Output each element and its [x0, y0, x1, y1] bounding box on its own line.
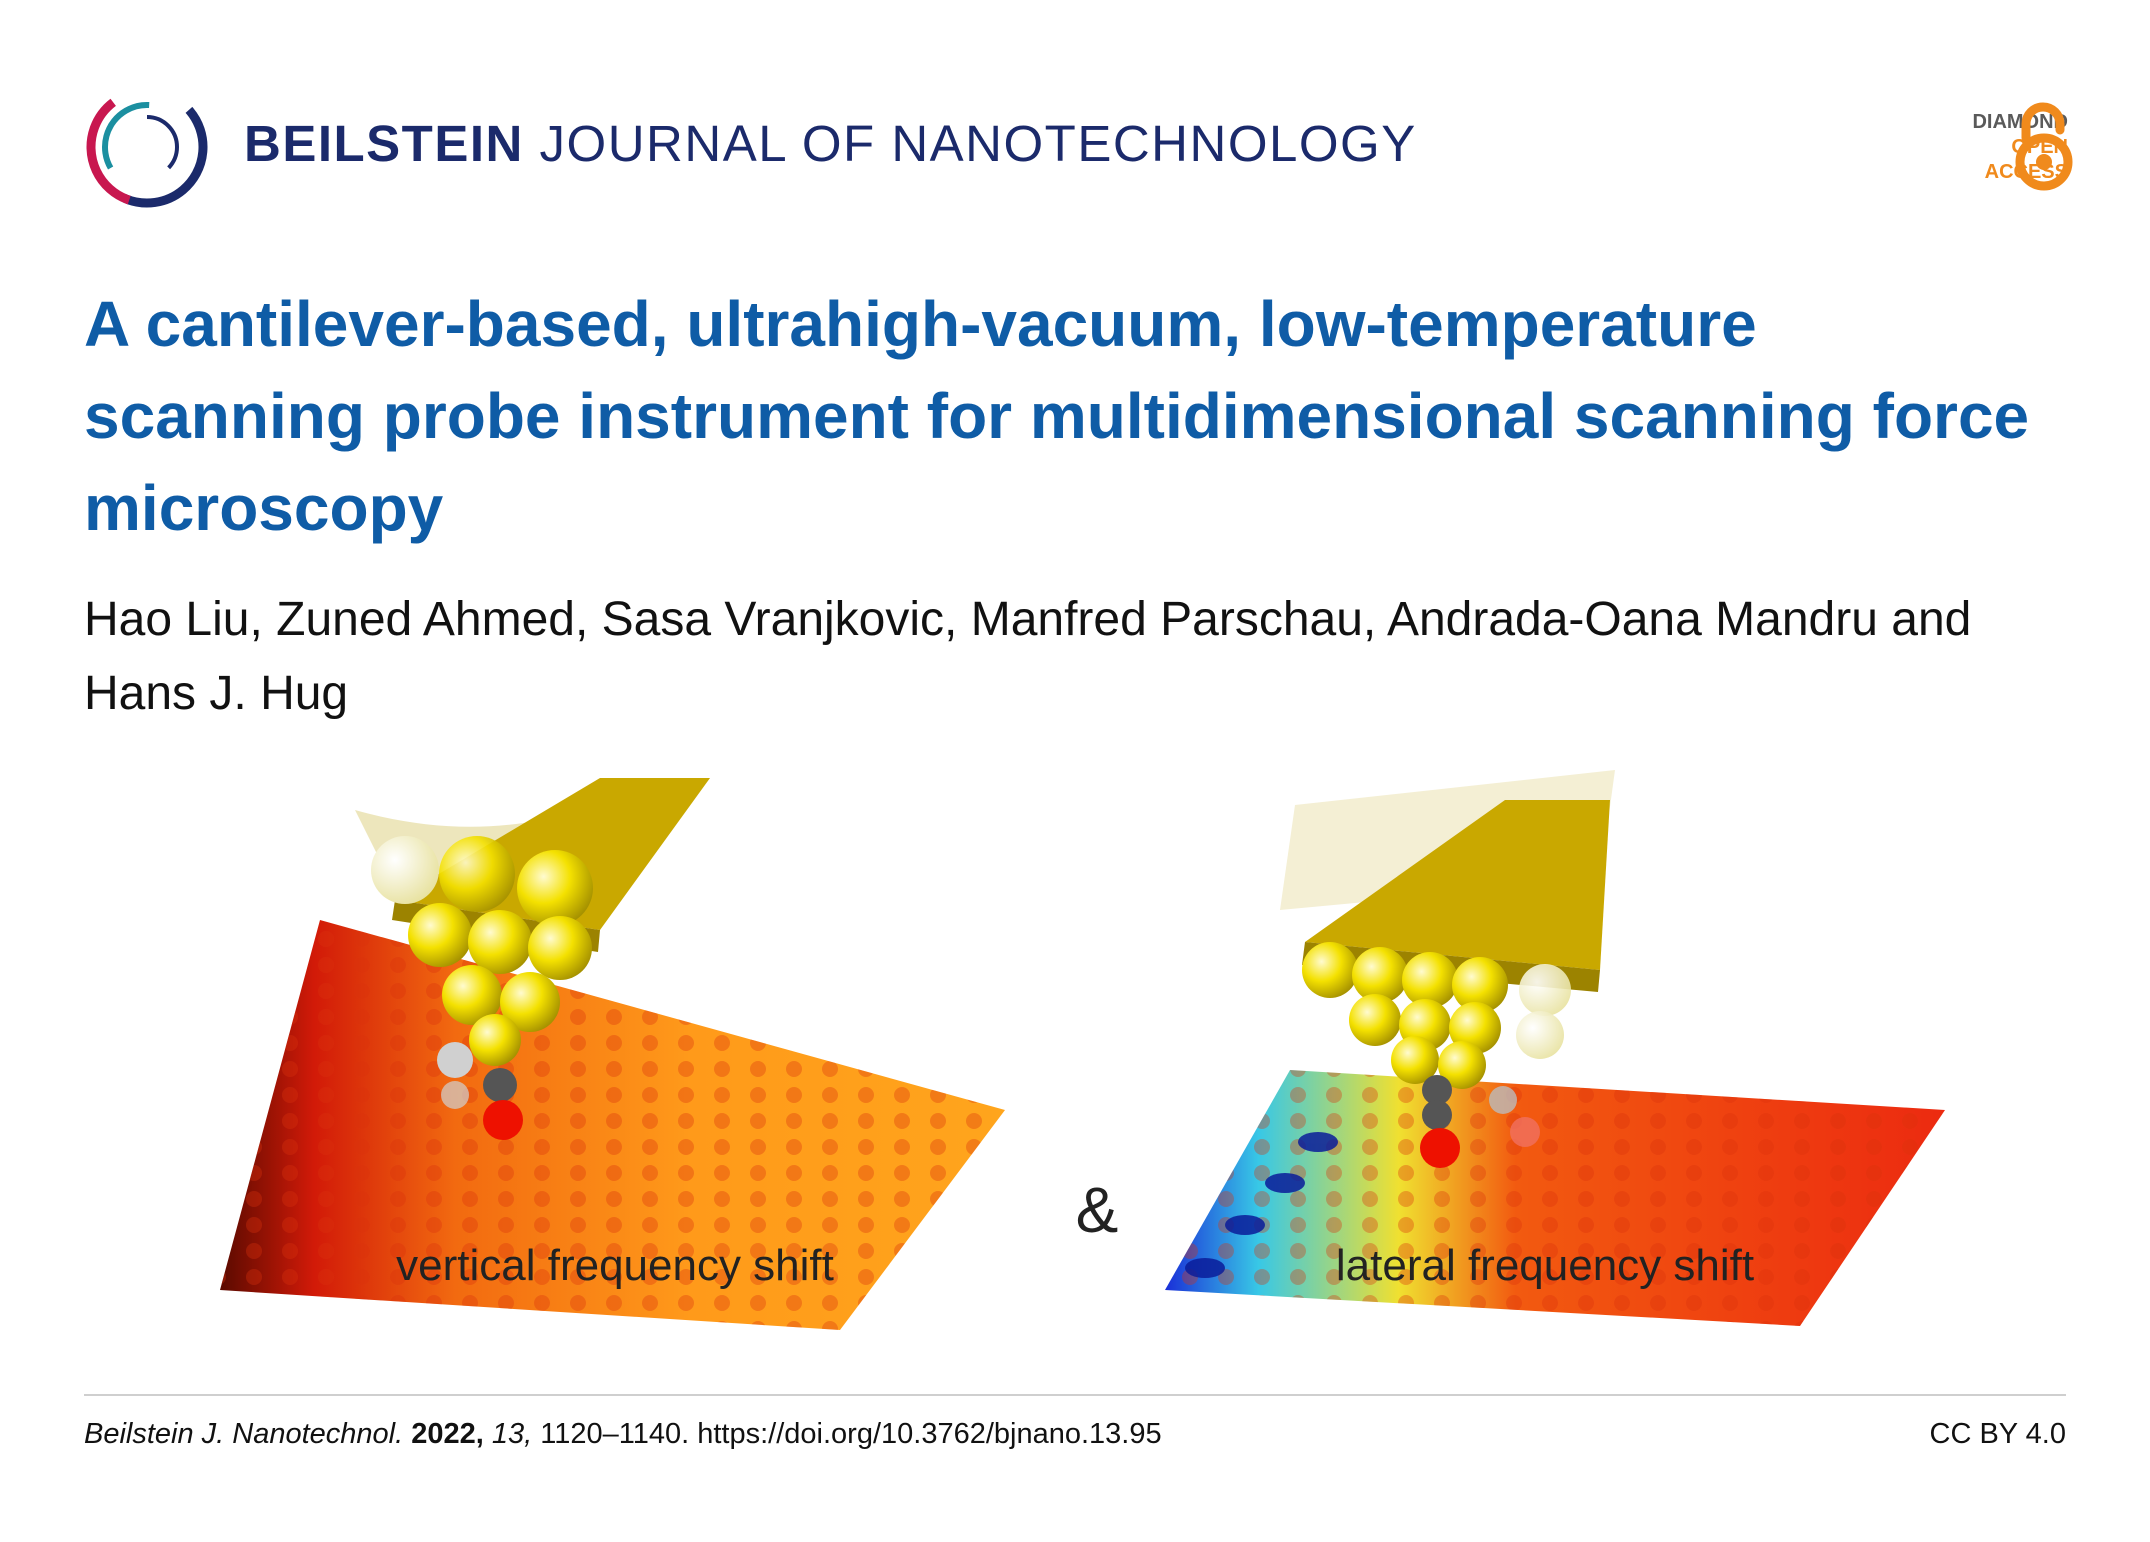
license-label[interactable]: CC BY 4.0	[1929, 1418, 2066, 1450]
tip-cluster-left	[371, 836, 593, 1140]
cantilever-right	[1305, 800, 1610, 970]
tip-cluster-right	[1302, 942, 1571, 1168]
ampersand: &	[1076, 1174, 1119, 1246]
badge-line-diamond: DIAMOND	[1972, 111, 2068, 133]
graphical-abstract: & vertical frequency shift lateral frequ…	[220, 770, 1945, 1330]
article-title: A cantilever-based, ultrahigh-vacuum, lo…	[84, 288, 2030, 544]
citation-year: 2022,	[411, 1418, 484, 1450]
beilstein-logo	[86, 86, 208, 208]
citation-journal: Beilstein J. Nanotechnol.	[84, 1418, 404, 1450]
vertical-shift-label: vertical frequency shift	[396, 1241, 834, 1290]
citation-doi-link[interactable]: 1120–1140. https://doi.org/10.3762/bjnan…	[540, 1418, 1162, 1450]
lateral-shift-label: lateral frequency shift	[1336, 1241, 1754, 1290]
footer-divider	[84, 1394, 2066, 1396]
citation-volume: 13,	[491, 1418, 533, 1450]
journal-name-bold: BEILSTEIN	[244, 115, 524, 172]
citation: Beilstein J. Nanotechnol. 2022, 13, 1120…	[84, 1418, 1162, 1451]
article-authors: Hao Liu, Zuned Ahmed, Sasa Vranjkovic, M…	[84, 593, 1972, 720]
journal-name: BEILSTEIN JOURNAL OF NANOTECHNOLOGY	[244, 114, 1417, 173]
open-access-lock-icon	[2015, 102, 2073, 191]
journal-name-rest: JOURNAL OF NANOTECHNOLOGY	[523, 115, 1417, 172]
